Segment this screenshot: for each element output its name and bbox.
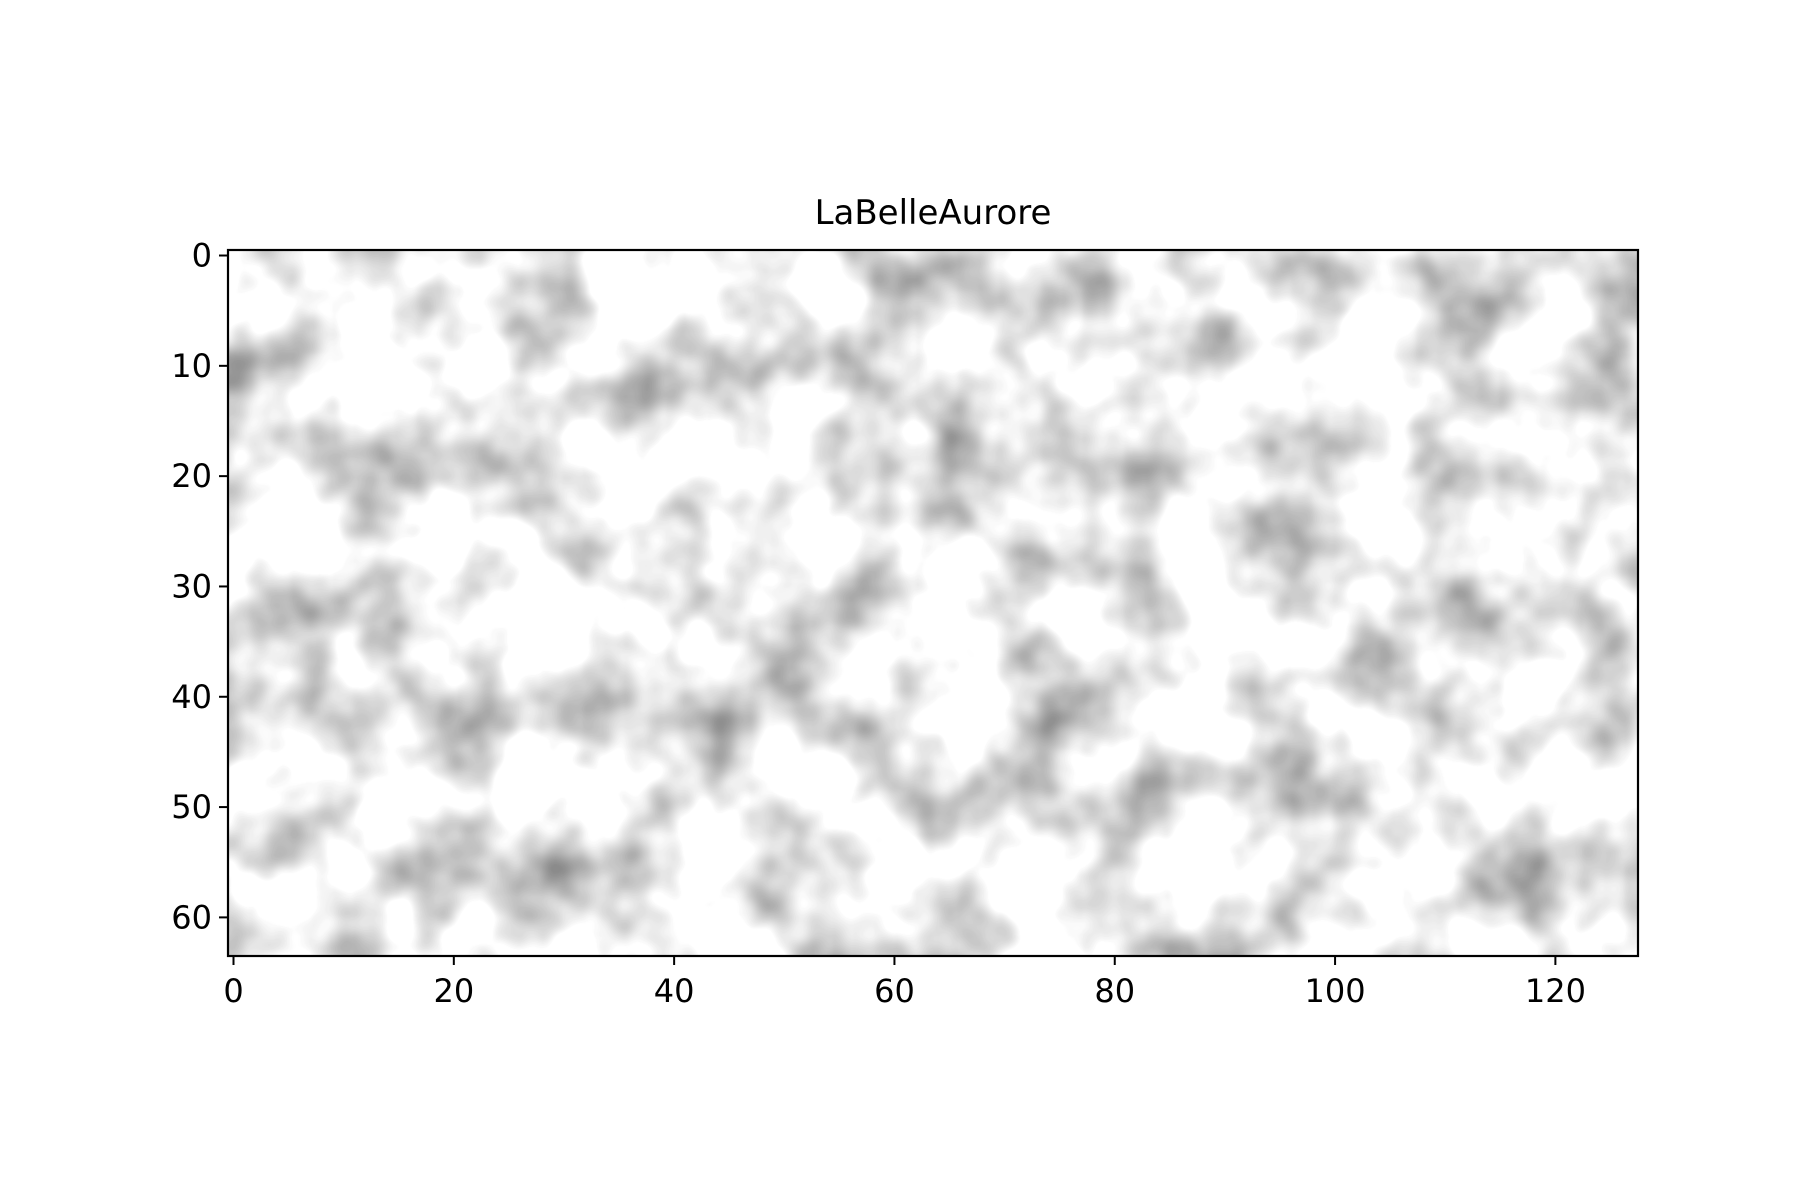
axes-frame xyxy=(226,248,1640,958)
y-tick-label: 20 xyxy=(171,457,212,495)
y-tick-label: 10 xyxy=(171,347,212,385)
y-tick-label: 0 xyxy=(192,237,212,275)
plot-area: artificial xyxy=(228,250,1638,956)
y-tick-label: 30 xyxy=(171,567,212,605)
y-tick-label: 50 xyxy=(171,788,212,826)
x-tick-label: 100 xyxy=(1305,972,1366,1010)
y-tick-label: 40 xyxy=(171,678,212,716)
paper-texture xyxy=(228,250,1638,956)
handwritten-word-image: artificial xyxy=(492,630,1192,804)
handwritten-word: artificial xyxy=(492,630,1192,804)
chart-title: LaBelleAurore xyxy=(815,193,1052,233)
x-tick-label: 0 xyxy=(223,972,243,1010)
x-tick-label: 120 xyxy=(1525,972,1586,1010)
y-axis: 0 10 20 30 40 50 60 xyxy=(171,237,228,936)
x-axis: 0 20 40 60 80 100 120 xyxy=(223,956,1586,1010)
x-tick-label: 40 xyxy=(654,972,695,1010)
x-tick-label: 20 xyxy=(433,972,474,1010)
y-tick-label: 60 xyxy=(171,898,212,936)
x-tick-label: 80 xyxy=(1094,972,1135,1010)
x-tick-label: 60 xyxy=(874,972,915,1010)
